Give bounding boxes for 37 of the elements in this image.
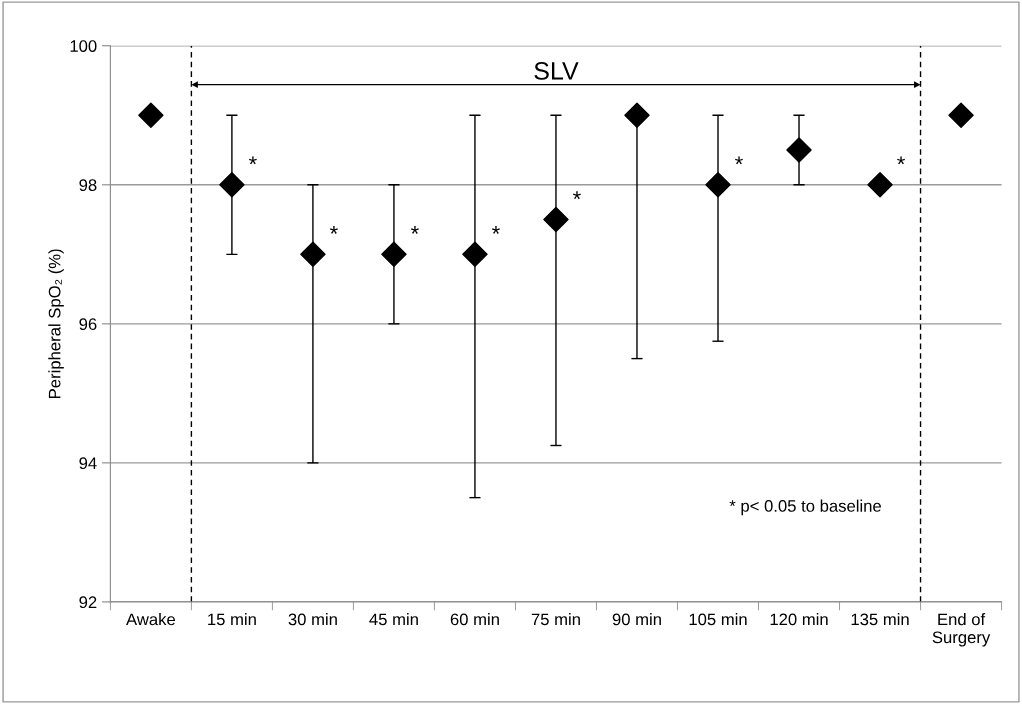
annotation: * p< 0.05 to baseline (729, 499, 881, 516)
x-tick-label: 45 min (369, 613, 418, 626)
annotation: * (572, 191, 581, 200)
y-tick-label: 92 (79, 596, 97, 609)
x-tick-label: 90 min (612, 613, 661, 626)
annotation: * (248, 156, 257, 165)
point (219, 172, 245, 198)
y-tick-label: 94 (79, 457, 97, 470)
point (138, 102, 164, 129)
x-tick-label: 30 min (288, 613, 337, 626)
point (381, 241, 407, 268)
x-tick-label: 135 min (851, 613, 909, 626)
point (705, 172, 731, 198)
annotation: * (491, 226, 500, 234)
y-tick-label: 96 (79, 318, 97, 331)
x-tick-label: Awake (126, 613, 176, 626)
point (462, 241, 488, 268)
point (300, 241, 326, 268)
annotation: * (410, 226, 419, 234)
point (624, 102, 650, 129)
y-tick-label: 100 (70, 40, 97, 52)
annotation: SLV (534, 62, 579, 80)
x-tick-label: 120 min (770, 613, 828, 626)
y-tick-label: 98 (79, 179, 97, 191)
point (786, 137, 812, 163)
x-tick-label: 15 min (208, 613, 256, 626)
x-tick-label: 105 min (689, 613, 747, 626)
y-axis-title: Peripheral SpO₂ (%) (48, 249, 64, 398)
annotation: * (329, 226, 338, 234)
point (948, 102, 974, 129)
x-tick-label: 75 min (531, 613, 580, 626)
annotation: * (735, 156, 743, 165)
point (543, 206, 569, 233)
x-tick-label: End of Surgery (932, 613, 991, 647)
x-tick-label: 60 min (450, 613, 499, 626)
annotation: * (897, 156, 905, 165)
point (867, 172, 893, 198)
